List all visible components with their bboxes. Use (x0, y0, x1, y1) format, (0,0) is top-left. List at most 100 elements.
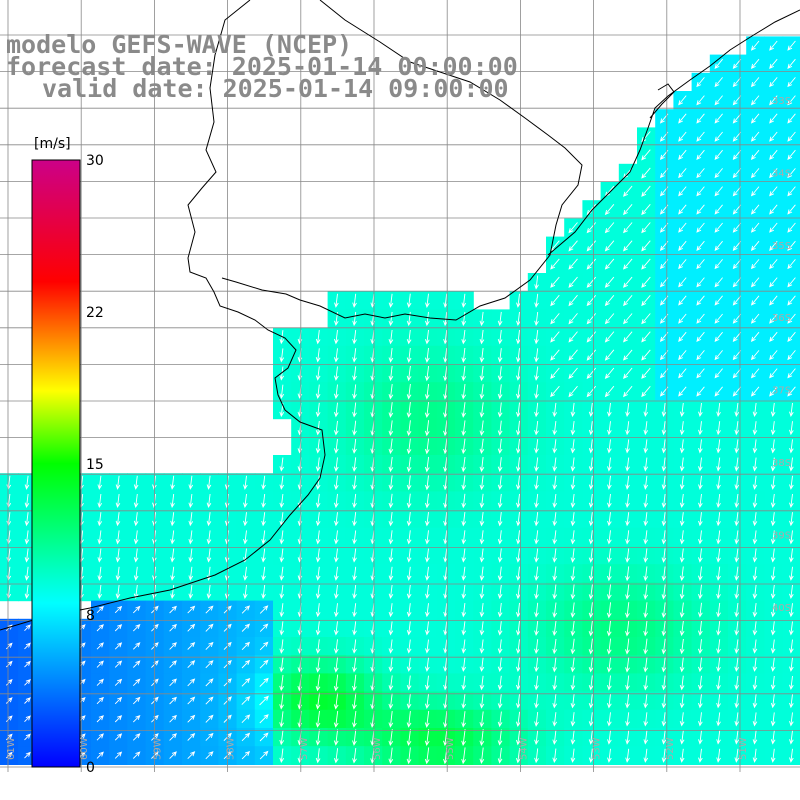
wind-arrow (716, 748, 721, 763)
wind-arrow (625, 475, 630, 490)
wind-arrow (534, 366, 539, 381)
wind-arrow (789, 512, 794, 527)
wind-arrow (607, 421, 612, 436)
wind-arrow (716, 584, 721, 600)
wind-arrow (678, 313, 687, 324)
wind-arrow (641, 276, 651, 288)
wind-arrow (97, 548, 103, 563)
wind-arrow (443, 347, 448, 363)
wind-arrow (97, 566, 103, 581)
wind-arrow (750, 350, 760, 361)
wind-arrow (770, 566, 776, 581)
wind-arrow (534, 475, 539, 490)
wind-arrow (696, 350, 705, 361)
wind-arrow (24, 697, 31, 704)
wind-arrow (586, 240, 597, 252)
wind-arrow (679, 602, 685, 618)
wind-arrow (641, 204, 651, 216)
wind-arrow (623, 385, 633, 398)
wind-arrow (534, 439, 539, 454)
wind-arrow (716, 657, 721, 673)
wind-arrow (461, 347, 467, 363)
wind-arrow (732, 277, 742, 288)
wind-arrow (388, 584, 394, 600)
wind-arrow (696, 131, 705, 142)
wind-arrow (515, 584, 521, 600)
wind-arrow (641, 240, 651, 252)
wind-arrow (769, 350, 778, 361)
wind-arrow (388, 621, 394, 636)
wind-arrow (714, 295, 723, 306)
wind-arrow (643, 493, 649, 509)
wind-arrow (534, 530, 539, 545)
wind-arrow (114, 733, 123, 741)
wind-arrow (315, 656, 321, 673)
wind-arrow (424, 675, 430, 691)
wind-arrow (789, 712, 794, 727)
wind-arrow (497, 348, 503, 363)
wind-arrow (443, 729, 448, 747)
wind-arrow (241, 659, 251, 669)
wind-arrow (315, 330, 321, 345)
wind-arrow (388, 603, 394, 618)
wind-arrow (133, 475, 139, 490)
wind-arrow (334, 512, 339, 527)
wind-arrow (406, 347, 412, 363)
wind-arrow (406, 530, 412, 545)
wind-arrow (115, 548, 121, 563)
wind-arrow (187, 641, 196, 650)
wind-arrow (24, 660, 31, 668)
wind-arrow (750, 386, 760, 397)
wind-arrow (787, 204, 796, 215)
wind-arrow (787, 168, 796, 179)
wind-arrow (570, 638, 576, 655)
wind-arrow (188, 584, 194, 600)
wind-arrow (187, 714, 196, 723)
wind-arrow (588, 548, 594, 563)
wind-arrow (515, 457, 521, 472)
wind-arrow (586, 276, 597, 288)
wind-arrow (678, 222, 687, 233)
wind-arrow (279, 584, 285, 600)
wind-arrow (623, 331, 633, 343)
wind-arrow (115, 584, 121, 600)
wind-arrow (315, 402, 321, 418)
wind-arrow (243, 584, 248, 600)
wind-arrow (352, 530, 357, 545)
wind-arrow (443, 530, 448, 545)
wind-arrow (534, 348, 539, 363)
wind-arrow (114, 696, 123, 705)
wind-arrow (388, 512, 394, 527)
wind-arrow (388, 402, 394, 418)
wind-arrow (534, 748, 539, 764)
latitude-label: 38S (772, 458, 791, 469)
wind-arrow (696, 368, 705, 379)
wind-arrow (315, 475, 321, 490)
wind-arrow (641, 367, 651, 379)
wind-arrow (696, 77, 705, 88)
wind-arrow (424, 493, 430, 509)
wind-arrow (732, 259, 742, 270)
wind-arrow (716, 475, 721, 490)
wind-arrow (479, 693, 485, 709)
wind-arrow (625, 548, 630, 563)
wind-arrow (696, 240, 705, 251)
wind-arrow (641, 386, 651, 398)
wind-arrow (479, 711, 485, 728)
wind-arrow (732, 186, 742, 197)
wind-arrow (241, 605, 251, 614)
wind-arrow (570, 439, 576, 454)
wind-arrow (5, 751, 13, 759)
wind-arrow (461, 530, 467, 545)
wind-arrow (641, 313, 651, 325)
wind-arrow (534, 512, 539, 527)
wind-arrow (479, 438, 485, 455)
wind-arrow (461, 584, 467, 600)
wind-arrow (678, 240, 687, 251)
wind-arrow (515, 402, 521, 418)
wind-arrow (750, 58, 760, 69)
wind-arrow (787, 40, 796, 51)
longitude-label: 61W (6, 737, 17, 760)
wind-arrow (752, 748, 758, 763)
wind-arrow (205, 660, 214, 669)
